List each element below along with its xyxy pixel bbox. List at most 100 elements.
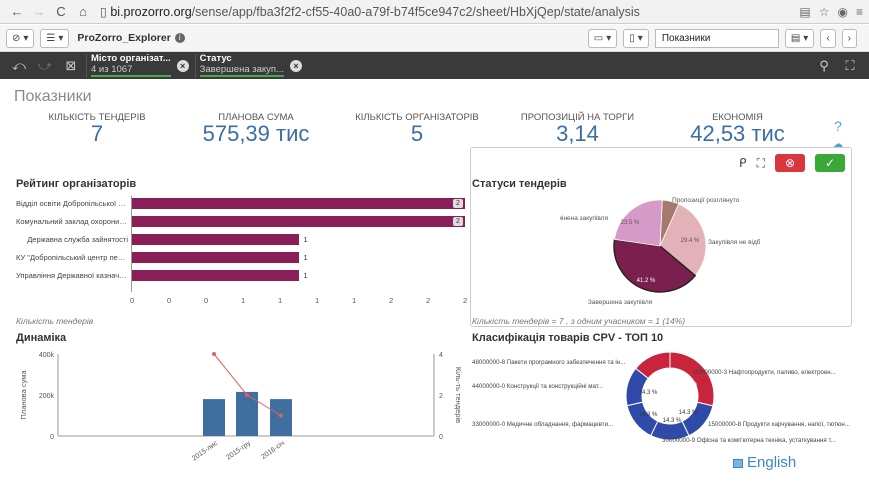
ranking-bar[interactable] [132, 234, 299, 245]
dynamics-title: Динаміка [16, 332, 67, 344]
cpv-legend-item: 48000000-8 Пакети програмного забезпечен… [472, 359, 626, 366]
cpv-donut-segment[interactable] [626, 401, 659, 437]
next-sheet-button[interactable]: › [841, 28, 857, 48]
selection-chip-status[interactable]: Статус Завершена закуп... × [194, 53, 306, 78]
kpi-savings[interactable]: ЕКОНОМІЯ 42,53 тис [680, 112, 795, 145]
dynamics-line-point[interactable] [212, 352, 216, 356]
status-slice-pct: 29.4 % [681, 238, 700, 244]
cpv-title: Класифікація товарів CPV - ТОП 10 [472, 332, 664, 344]
x-tick-label: 2015-лис [191, 440, 220, 463]
clear-selection-icon[interactable]: ⛶ [756, 155, 765, 170]
ranking-x-tick: 0 [167, 296, 172, 305]
y-tick-right: 4 [439, 352, 443, 359]
back-arrow-icon[interactable]: ← [10, 4, 24, 19]
translate-icon[interactable]: ▤ [799, 4, 811, 19]
extension-icon[interactable]: ◉ [837, 4, 848, 19]
dynamics-line-point[interactable] [245, 393, 249, 397]
status-slice-label: Відмінена закупівля [560, 214, 608, 222]
dynamics-bar[interactable] [236, 391, 258, 436]
step-forward-icon[interactable]: ⤻ [38, 57, 52, 73]
dynamics-chart[interactable]: 400k 4 200k 2 0 0 Планова сума Кіль-ть тендерів… [14, 342, 464, 477]
cpv-donut-segment[interactable] [635, 351, 671, 380]
page-title: Показники [14, 88, 92, 105]
status-pie-slice[interactable] [659, 203, 707, 277]
search-icon[interactable]: ⚲ [819, 57, 829, 73]
kpi-label: КІЛЬКІСТЬ ОРГАНІЗАТОРІВ [355, 112, 479, 123]
x-tick-label: 2015-гру [225, 440, 252, 462]
y-tick-left: 400k [39, 352, 55, 359]
url-path: /sense/app/fba3f2f2-cf55-40a0-a79f-b74f5… [191, 5, 640, 19]
status-pie-chart[interactable]: Завершена закупівля 41.2 % Закупівля не ві… [560, 190, 760, 310]
cpv-donut-chart[interactable]: 28.6 % 14.3 % 14.3 % 14.3 % 14.3 % 48000000-8… [470, 344, 855, 449]
clear-all-icon[interactable]: ⊠ [65, 57, 77, 73]
ranking-bar-label: Державна служба зайнятості [27, 235, 128, 244]
prev-sheet-button[interactable]: ‹ [820, 28, 836, 48]
home-icon[interactable]: ⌂ [79, 4, 87, 19]
menu-icon[interactable]: ≡ [855, 4, 863, 19]
flag-icon [733, 458, 743, 468]
lasso-icon[interactable]: ᑭ [739, 156, 747, 170]
status-title: Статуси тендерів [472, 178, 567, 190]
ranking-bar-label: Відділ освіти Добропільської мі... [16, 199, 128, 208]
ranking-x-tick: 1 [315, 296, 320, 305]
kpi-value: 575,39 тис [202, 121, 310, 146]
address-bar[interactable]: ▯ bi.prozorro.org/sense/app/fba3f2f2-cf5… [100, 4, 799, 19]
ranking-bar[interactable] [132, 198, 465, 209]
kpi-organizers[interactable]: КІЛЬКІСТЬ ОРГАНІЗАТОРІВ 5 [352, 112, 482, 145]
confirm-selection-button[interactable]: ✓ [815, 154, 845, 172]
selection-value: Завершена закуп... [199, 64, 284, 77]
sheet-selector[interactable]: Показники [654, 28, 779, 48]
status-panel[interactable]: ᑭ ⛶ ⊗ ✓ [470, 147, 852, 327]
ranking-bar[interactable] [132, 270, 299, 281]
ranking-bar-value: 1 [303, 271, 308, 280]
ranking-bar[interactable] [132, 216, 465, 227]
language-label: English [747, 454, 797, 471]
selection-chip-city[interactable]: Місто організат... 4 из 1067 × [86, 53, 193, 78]
y-tick-right: 0 [439, 434, 443, 441]
global-menu-button[interactable]: ☰ ▾ [40, 28, 70, 48]
status-pie-slice[interactable] [613, 238, 697, 293]
navigation-button[interactable]: ⊘ ▾ [6, 28, 35, 48]
kpi-tenders[interactable]: КІЛЬКІСТЬ ТЕНДЕРІВ 7 [45, 112, 149, 145]
cpv-legend-item: 09000000-3 Нафтопродукти, паливо, електр… [694, 369, 836, 376]
cpv-legend-item: 33000000-0 Медичне обладнання, фармацевт… [472, 421, 613, 428]
ranking-bar[interactable] [132, 252, 299, 263]
star-icon[interactable]: ☆ [818, 4, 830, 19]
chevron-right-icon: › [847, 32, 851, 44]
dynamics-bar[interactable] [203, 399, 225, 436]
kpi-value: 7 [90, 121, 104, 146]
cpv-donut-segment[interactable] [669, 351, 715, 407]
story-button[interactable]: ▭ ▾ [587, 28, 618, 48]
bookmark-icon: ▯ [629, 32, 635, 44]
ranking-x-tick: 2 [389, 296, 394, 305]
help-icon[interactable]: ? ☁ [833, 118, 843, 150]
info-icon[interactable]: i [174, 33, 185, 43]
close-icon[interactable]: × [176, 59, 189, 72]
language-link[interactable]: English [733, 454, 796, 471]
bookmark-button[interactable]: ▯ ▾ [623, 28, 649, 48]
cpv-segment-label: 14.3 % [679, 410, 698, 416]
app-toolbar: ⊘ ▾ ☰ ▾ ProZorro_Explorer i ▭ ▾ ▯ ▾ Показник… [0, 25, 869, 52]
status-slice-label: Пропозиції розглянуто [672, 196, 740, 204]
app-name: ProZorro_Explorer [77, 32, 171, 44]
cpv-segment-label: 28.6 % [679, 382, 698, 388]
selections-tool-icon[interactable]: ⛶ [845, 57, 855, 73]
ranking-bar-label: Комунальний заклад охорони з... [16, 217, 128, 226]
kpi-planned-sum[interactable]: ПЛАНОВА СУМА 575,39 тис [196, 112, 316, 145]
sheets-grid-button[interactable]: ▤ ▾ [784, 28, 815, 48]
ranking-x-tick: 0 [130, 296, 135, 305]
step-back-icon[interactable]: ⤺ [12, 57, 26, 73]
x-tick-label: 2016-січ [260, 439, 287, 461]
sheets-icon: ▤ [790, 32, 801, 44]
forward-arrow-icon[interactable]: → [32, 4, 46, 19]
reload-icon[interactable]: C [56, 4, 66, 19]
selection-title: Місто організат... [91, 53, 171, 64]
dynamics-line-point[interactable] [279, 413, 283, 418]
status-footnote: Кількість тендерів = 7 , з одним учасник… [472, 316, 686, 326]
status-pie-slice[interactable] [614, 199, 663, 247]
close-icon[interactable]: × [289, 59, 302, 72]
dynamics-bar[interactable] [270, 399, 292, 436]
kpi-offers[interactable]: ПРОПОЗИЦІЙ НА ТОРГИ 3,14 [520, 112, 635, 145]
selection-value: 4 из 1067 [91, 64, 171, 77]
cancel-selection-button[interactable]: ⊗ [775, 154, 805, 172]
